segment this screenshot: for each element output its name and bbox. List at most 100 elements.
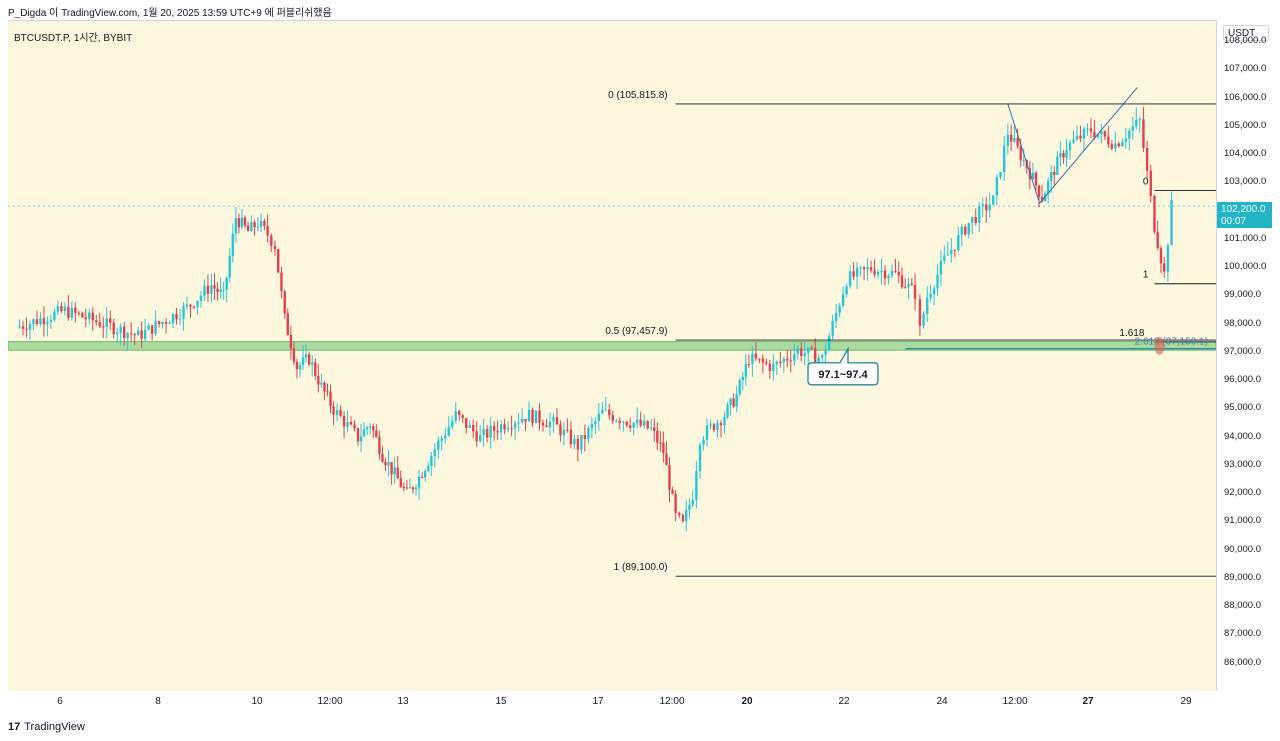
candle-body bbox=[552, 417, 555, 422]
candle-body bbox=[420, 476, 424, 478]
candle-body bbox=[396, 467, 399, 479]
candle-body bbox=[243, 217, 247, 226]
candle-body bbox=[499, 424, 503, 433]
candle-body bbox=[286, 313, 289, 335]
candle-body bbox=[32, 319, 35, 324]
candle-body bbox=[580, 435, 583, 450]
candle-body bbox=[611, 415, 614, 421]
candle-body bbox=[716, 423, 719, 431]
bar-countdown: 00:07 bbox=[1221, 216, 1247, 227]
candle-body bbox=[587, 427, 590, 440]
time-tick-label: 6 bbox=[57, 696, 63, 707]
candle-body bbox=[643, 421, 646, 426]
candle-body bbox=[913, 284, 917, 300]
candle-body bbox=[365, 427, 369, 430]
candle-body bbox=[729, 398, 732, 405]
candle-body bbox=[231, 233, 235, 257]
candle-body bbox=[1170, 199, 1173, 246]
candle-body bbox=[240, 217, 244, 228]
candle-body bbox=[964, 226, 967, 235]
candle-body bbox=[545, 425, 548, 427]
candle-body bbox=[583, 435, 587, 440]
candle-body bbox=[277, 249, 280, 273]
candle-body bbox=[1050, 172, 1053, 181]
candle-body bbox=[157, 321, 161, 324]
candle-body bbox=[524, 419, 527, 422]
candle-body bbox=[171, 314, 175, 323]
candle-body bbox=[496, 430, 499, 433]
candle-body bbox=[559, 424, 562, 436]
time-tick-label: 13 bbox=[397, 696, 409, 707]
currency-selector[interactable]: USDT bbox=[1223, 25, 1269, 41]
price-tick-label: 87,000.0 bbox=[1224, 628, 1261, 640]
candle-body bbox=[1068, 142, 1072, 151]
candle-body bbox=[154, 321, 157, 334]
candle-body bbox=[866, 267, 869, 269]
candle-body bbox=[1002, 145, 1006, 173]
candle-body bbox=[1156, 231, 1159, 249]
candle-body bbox=[684, 510, 688, 522]
candle-body bbox=[520, 419, 524, 423]
candle-body bbox=[761, 358, 765, 363]
candle-body bbox=[437, 440, 440, 450]
time-tick-label: 17 bbox=[592, 696, 604, 707]
candle-body bbox=[971, 217, 974, 223]
candle-body bbox=[926, 297, 929, 314]
chart-canvas[interactable]: 0 (105,815.8) 0.5 (97,457.9) 1 (89,100.0) 0… bbox=[8, 21, 1216, 692]
candle-body bbox=[974, 217, 977, 223]
candle-body bbox=[967, 222, 970, 235]
candle-body bbox=[918, 299, 922, 326]
candle-body bbox=[960, 226, 963, 235]
candle-body bbox=[289, 334, 293, 349]
price-tick-label: 106,000.0 bbox=[1224, 91, 1267, 103]
candle-body bbox=[1086, 128, 1089, 130]
candle-body bbox=[513, 423, 517, 429]
candle-body bbox=[659, 442, 662, 444]
candle-body bbox=[335, 410, 339, 415]
candle-body bbox=[196, 300, 199, 308]
candle-body bbox=[228, 256, 231, 278]
candle-body bbox=[266, 225, 269, 236]
candle-body bbox=[143, 329, 147, 339]
candle-body bbox=[147, 325, 150, 330]
candle-body bbox=[304, 354, 308, 358]
candle-body bbox=[506, 428, 510, 430]
candle-body bbox=[1145, 147, 1149, 171]
candle-body bbox=[1093, 131, 1096, 137]
candle-body bbox=[471, 424, 475, 432]
candle-body bbox=[482, 429, 485, 435]
candle-body bbox=[786, 358, 789, 361]
price-tick-label: 101,000.0 bbox=[1224, 232, 1267, 244]
candle-body bbox=[390, 462, 393, 475]
candle-body bbox=[573, 438, 576, 445]
candle-body bbox=[541, 422, 545, 426]
candle-body bbox=[999, 172, 1002, 178]
candle-body bbox=[353, 424, 356, 429]
candle-body bbox=[662, 442, 665, 454]
candle-body bbox=[98, 322, 101, 327]
candle-body bbox=[1153, 195, 1156, 232]
candle-body bbox=[237, 218, 241, 228]
candle-body bbox=[936, 274, 939, 289]
candle-body bbox=[1166, 245, 1170, 272]
candle-body bbox=[1128, 130, 1131, 139]
candle-body bbox=[855, 267, 859, 277]
candle-body bbox=[859, 267, 862, 269]
time-axis[interactable]: 6 8 10 12:00 13 15 17 12:00 20 22 24 12:00 27 29 bbox=[8, 691, 1216, 713]
candle-body bbox=[485, 429, 489, 438]
time-tick-label: 29 bbox=[1180, 696, 1192, 707]
tradingview-logo[interactable]: 17 TradingView bbox=[8, 720, 85, 734]
candle-body bbox=[978, 206, 981, 223]
zone-callout-box bbox=[807, 346, 879, 386]
price-tick-label: 95,000.0 bbox=[1224, 402, 1261, 414]
candle-body bbox=[192, 306, 196, 308]
price-axis[interactable]: USDT 108,000.0 107,000.0 106,000.0 105,000.… bbox=[1216, 20, 1280, 691]
candle-body bbox=[922, 313, 925, 326]
candle-body bbox=[203, 285, 206, 296]
candle-body bbox=[597, 413, 601, 422]
price-tick-label: 86,000.0 bbox=[1224, 656, 1261, 668]
candle-body bbox=[451, 420, 454, 427]
candle-body bbox=[845, 286, 848, 295]
candle-body bbox=[105, 318, 108, 328]
chart-pane[interactable]: 0 (105,815.8) 0.5 (97,457.9) 1 (89,100.0) 0… bbox=[8, 20, 1216, 693]
